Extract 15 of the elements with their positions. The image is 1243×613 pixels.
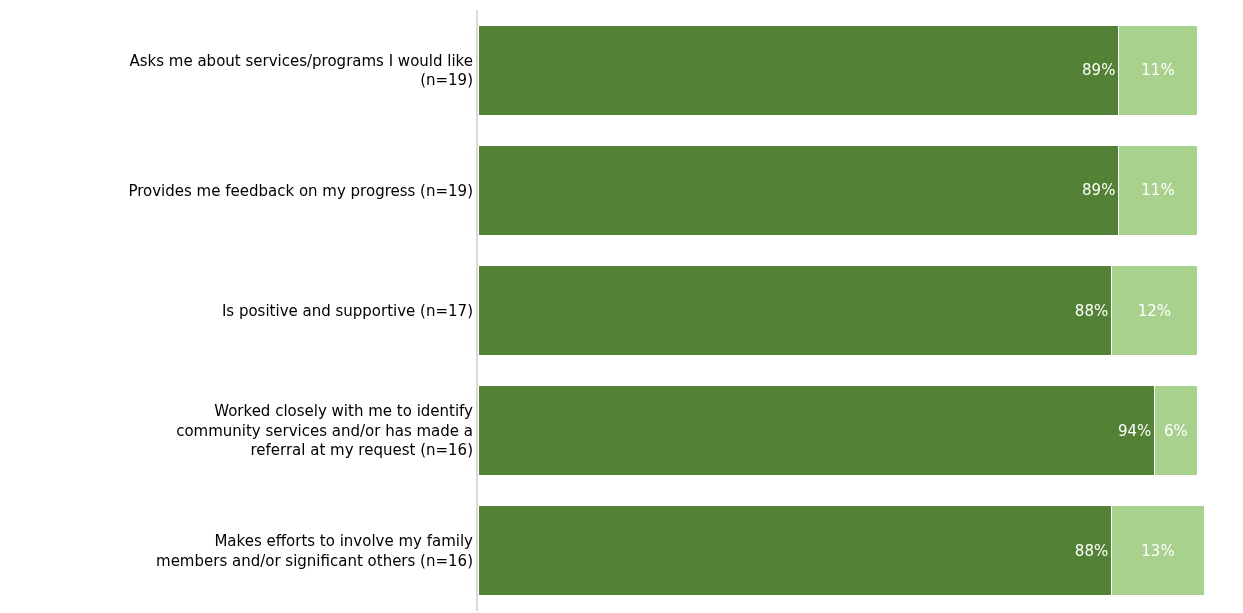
data-label: 88% [1074,301,1109,320]
y-tick-label: Is positive and supportive (n=17) [221,301,473,320]
data-label: 12% [1137,301,1172,320]
data-label: 94% [1118,421,1152,440]
data-label: 88% [1074,541,1109,560]
data-label: 11% [1141,181,1175,200]
data-label: 11% [1141,61,1175,80]
data-label: 89% [1082,181,1116,200]
data-label: 89% [1082,61,1116,80]
y-tick-label: Provides me feedback on my progress (n=19) [128,181,473,200]
y-tick-label: Makes efforts to involve my family members and/or significant others (n=16) [156,532,474,570]
data-label: 6% [1164,421,1188,440]
y-tick-label: Worked closely with me to identify community services and/or has made a referral at my request (n=16) [176,402,474,460]
y-tick-label: Asks me about services/programs I would like (n=19) [129,51,473,90]
data-label: 13% [1141,541,1175,560]
